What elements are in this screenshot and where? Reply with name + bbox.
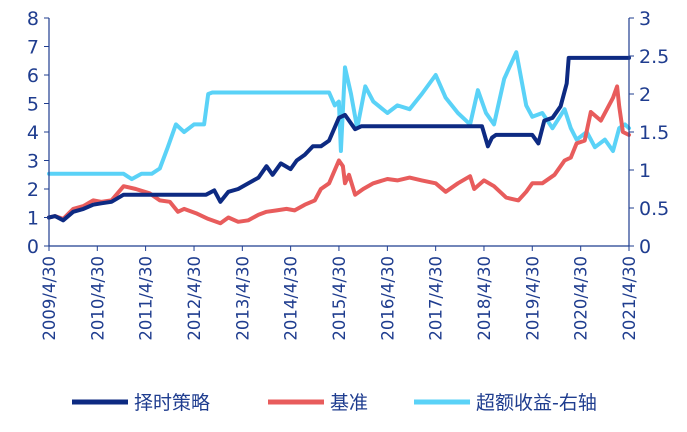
left-tick-label: 6 [27,65,39,87]
right-tick-label: 1.5 [639,122,669,144]
left-tick-label: 8 [27,8,39,30]
legend-label: 超额收益-右轴 [476,392,597,414]
legend-benchmark: 基准 [268,392,368,414]
right-tick-label: 1 [639,160,651,182]
left-tick-label: 7 [27,37,39,59]
benchmark-line [47,84,631,226]
right-tick-label: 2.5 [639,46,669,68]
left-tick-label: 2 [27,179,39,201]
x-tick-label: 2013/4/30 [233,256,252,341]
timing-strategy-line [47,55,631,223]
left-tick-label: 1 [27,208,39,230]
x-tick-label: 2020/4/30 [572,256,591,341]
x-tick-label: 2015/4/30 [330,256,349,341]
x-tick-label: 2021/4/30 [620,256,639,341]
legend-label: 择时策略 [134,392,210,414]
right-tick-label: 0.5 [639,198,669,220]
x-tick-label: 2018/4/30 [475,256,494,341]
series-layer [47,50,631,226]
x-tick-label: 2012/4/30 [185,256,204,341]
x-tick-label: 2011/4/30 [137,256,156,341]
x-tick-label: 2016/4/30 [378,256,397,341]
left-tick-label: 3 [27,151,39,173]
tick-labels: 0 1 2 3 4 5 6 7 8 0 0.5 1 1.5 2 2.5 3 2009/4/30 2010/4/30… [27,8,669,341]
left-tick-label: 5 [27,94,39,116]
x-tick-label: 2019/4/30 [523,256,542,341]
right-tick-label: 3 [639,8,651,30]
x-tick-label: 2010/4/30 [88,256,107,341]
axes-layer [44,17,634,251]
legend-label: 基准 [330,392,368,414]
legend: 择时策略 基准 超额收益-右轴 [72,392,597,414]
x-tick-label: 2014/4/30 [282,256,301,341]
right-tick-label: 2 [639,84,651,106]
right-tick-label: 0 [639,236,651,258]
left-tick-label: 4 [27,122,39,144]
legend-excess-return: 超额收益-右轴 [414,392,597,414]
left-tick-label: 0 [27,236,39,258]
x-tick-label: 2009/4/30 [40,256,59,341]
x-tick-label: 2017/4/30 [427,256,446,341]
legend-timing-strategy: 择时策略 [72,392,210,414]
excess-return-line [47,50,631,182]
